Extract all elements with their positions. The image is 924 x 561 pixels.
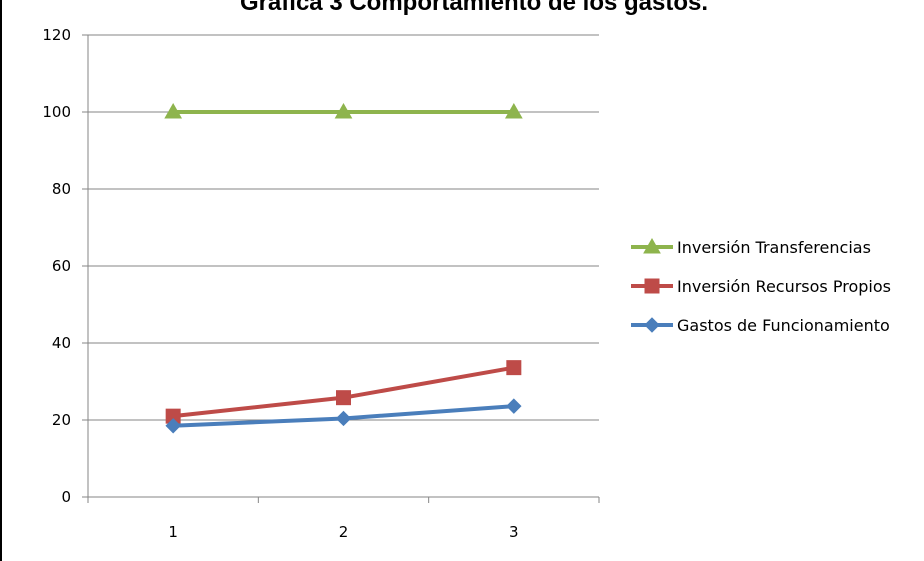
data-point — [506, 360, 522, 376]
x-tick-label: 3 — [509, 523, 519, 541]
data-point — [334, 102, 353, 119]
legend-item: Inversión Transferencias — [631, 237, 871, 257]
series-2 — [165, 398, 522, 434]
series-0 — [164, 102, 523, 119]
series-layer — [164, 102, 523, 434]
legend-item: Inversión Recursos Propios — [631, 277, 891, 296]
legend-marker — [644, 278, 660, 294]
y-tick-label: 0 — [61, 488, 71, 506]
chart-title: Gráfica 3 Comportamiento de los gastos. — [239, 0, 709, 16]
legend-item: Gastos de Funcionamiento — [631, 316, 890, 335]
data-point — [336, 390, 351, 406]
legend-label: Gastos de Funcionamiento — [677, 316, 890, 335]
data-point — [335, 410, 352, 427]
legend-marker — [643, 237, 661, 254]
series-1 — [165, 360, 522, 424]
grid-lines — [88, 34, 599, 421]
tick-labels: 0 20 40 60 80 100 120 1 2 3 — [42, 26, 518, 541]
legend-label: Inversión Transferencias — [677, 238, 871, 257]
y-tick-label: 100 — [42, 103, 71, 121]
legend-marker — [644, 317, 660, 333]
data-point — [506, 398, 522, 414]
y-tick-label: 80 — [52, 180, 71, 198]
y-tick-label: 120 — [42, 26, 71, 44]
y-tick-label: 20 — [52, 411, 71, 429]
legend-label: Inversión Recursos Propios — [677, 277, 891, 296]
axes — [82, 34, 600, 503]
data-point — [504, 102, 523, 119]
x-tick-label: 2 — [339, 523, 349, 541]
data-point — [164, 102, 183, 119]
data-point — [165, 418, 181, 434]
x-tick-label: 1 — [168, 523, 178, 541]
y-tick-label: 60 — [52, 257, 71, 275]
legend: Inversión Transferencias Inversión Recurs… — [631, 237, 891, 335]
y-tick-label: 40 — [52, 334, 71, 352]
